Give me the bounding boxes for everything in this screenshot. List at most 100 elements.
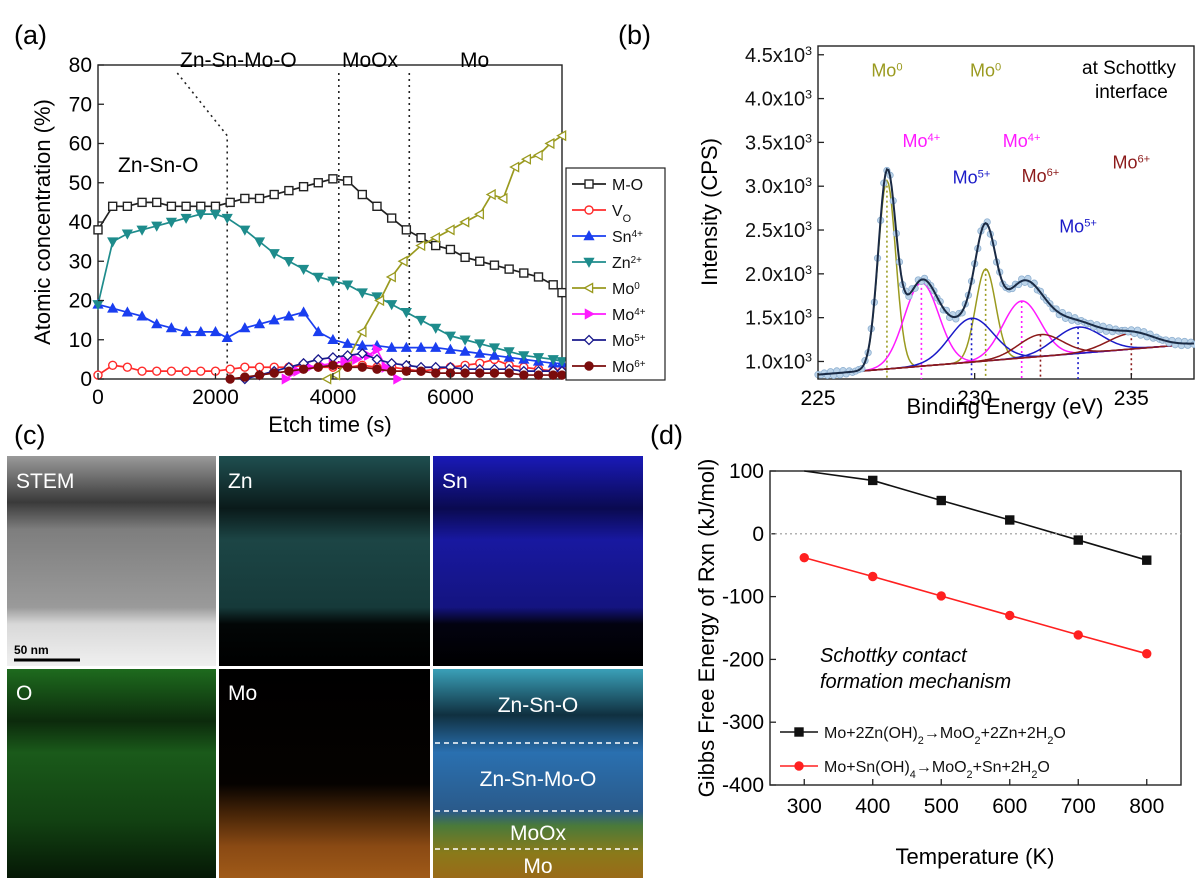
panel-a-ytick-label: 0 — [80, 368, 92, 391]
data-point — [298, 364, 309, 374]
legend-label: Mo0 — [612, 281, 640, 299]
data-point — [210, 201, 221, 212]
data-point — [374, 294, 385, 307]
data-point — [166, 201, 177, 212]
data-point — [328, 174, 338, 184]
panel-label-a: (a) — [14, 20, 47, 50]
data-point — [556, 130, 567, 142]
panel-a-xtick-label: 6000 — [427, 386, 474, 409]
data-point — [209, 209, 222, 220]
data-point — [254, 193, 265, 204]
map-sn — [433, 456, 643, 666]
data-point — [221, 331, 233, 343]
data-point — [430, 341, 442, 352]
panel-d-chart: 300 400 500 600 700 800 -400 -300 -200 -100 0 100 T… — [694, 459, 1182, 869]
panel-d-ytick-label: -400 — [722, 774, 764, 797]
data-point — [1073, 535, 1083, 545]
data-point — [400, 308, 412, 319]
legend-marker — [583, 282, 594, 294]
legend-marker — [794, 727, 804, 737]
series-zn2- — [92, 209, 568, 368]
data-point — [386, 300, 398, 311]
data-point — [548, 370, 558, 380]
data-point — [240, 372, 250, 382]
panel-d-xtick-label: 500 — [924, 795, 959, 818]
map-stem — [7, 456, 216, 666]
data-point — [268, 249, 280, 260]
data-point — [556, 357, 568, 368]
panel-a-xtick-label: 2000 — [192, 386, 239, 409]
panel-a-axes: 0 2000 4000 6000 0 10 20 30 40 50 60 70 80 — [69, 54, 474, 409]
data-point — [532, 149, 543, 161]
panel-a-chart: 0 2000 4000 6000 0 10 20 30 40 50 60 70 80 Etch time… — [30, 49, 666, 437]
data-point — [397, 255, 408, 267]
legend-marker — [794, 761, 804, 771]
data-point — [533, 370, 544, 380]
panel-b-xtick-label: 225 — [800, 387, 835, 410]
data-point — [239, 225, 251, 236]
data-point — [283, 310, 295, 321]
legend-label: M-O — [612, 177, 643, 194]
data-point — [180, 326, 192, 337]
series-sn-reaction — [799, 552, 1152, 659]
panel-b-ytick-label: 1.5x103 — [745, 307, 812, 330]
fit-peak — [817, 178, 1195, 376]
data-point — [165, 217, 178, 228]
data-point — [416, 366, 426, 376]
data-point — [181, 201, 191, 212]
data-point — [386, 213, 397, 223]
data-point — [475, 256, 485, 266]
data-point — [313, 362, 323, 372]
data-point — [519, 268, 529, 278]
data-point — [327, 333, 339, 345]
panel-b-peaks: Mo0 Mo0 Mo4+ Mo4+ Mo5+ Mo5+ Mo6+ Mo6+ — [814, 61, 1195, 380]
panel-d-axes: 300 400 500 600 700 800 -400 -300 -200 -100 0 100 — [722, 460, 1181, 818]
data-point — [342, 337, 354, 348]
data-point — [459, 335, 471, 346]
data-point — [444, 331, 457, 342]
data-point — [1142, 649, 1152, 659]
panel-d-ylabel: Gibbs Free Energy of Rxn (kJ/mol) — [694, 459, 719, 798]
panel-label-c: (c) — [14, 420, 45, 450]
peak-label: Mo6+ — [1112, 153, 1150, 173]
data-point — [284, 366, 294, 376]
peak-label: Mo4+ — [1003, 131, 1041, 151]
data-point — [488, 349, 501, 360]
panel-a-ytick-label: 30 — [69, 250, 92, 273]
data-point — [151, 221, 163, 232]
data-point — [557, 287, 567, 298]
data-point — [401, 225, 412, 235]
data-point — [356, 326, 367, 338]
data-point — [240, 362, 250, 372]
data-point — [328, 360, 338, 370]
data-point — [520, 153, 532, 165]
data-point — [431, 368, 441, 378]
overlay-label-moox: MoOx — [510, 822, 567, 845]
peak-label: Mo0 — [970, 61, 1001, 81]
data-point — [313, 178, 323, 188]
data-point — [557, 370, 567, 380]
legend-label: Mo+2Zn(OH)2→MoO2+2Zn+2H2O — [824, 725, 1066, 747]
data-point — [284, 185, 294, 196]
data-point — [497, 192, 508, 205]
series-m-o — [93, 174, 567, 298]
panel-b-ytick-label: 2.5x103 — [745, 219, 812, 242]
data-point — [268, 314, 280, 325]
data-point — [225, 364, 235, 374]
panel-d-ytick-label: 100 — [729, 460, 764, 483]
data-point — [357, 362, 368, 372]
data-point — [239, 322, 251, 333]
panel-b-axes: 225 230 235 1.0x103 1.5x103 2.0x103 2.5x103 3.0… — [745, 44, 1149, 410]
data-point — [1005, 515, 1015, 525]
series-line — [804, 470, 1147, 561]
data-point — [473, 208, 485, 220]
legend-marker — [584, 205, 594, 215]
data-point — [330, 369, 341, 381]
overlay-label-zn-sn-mo-o: Zn-Sn-Mo-O — [480, 768, 597, 791]
map-mo — [219, 669, 430, 878]
data-point — [240, 193, 250, 204]
data-point — [459, 216, 470, 228]
panel-d-series — [799, 470, 1152, 659]
data-point — [936, 591, 946, 601]
data-point — [430, 323, 442, 334]
